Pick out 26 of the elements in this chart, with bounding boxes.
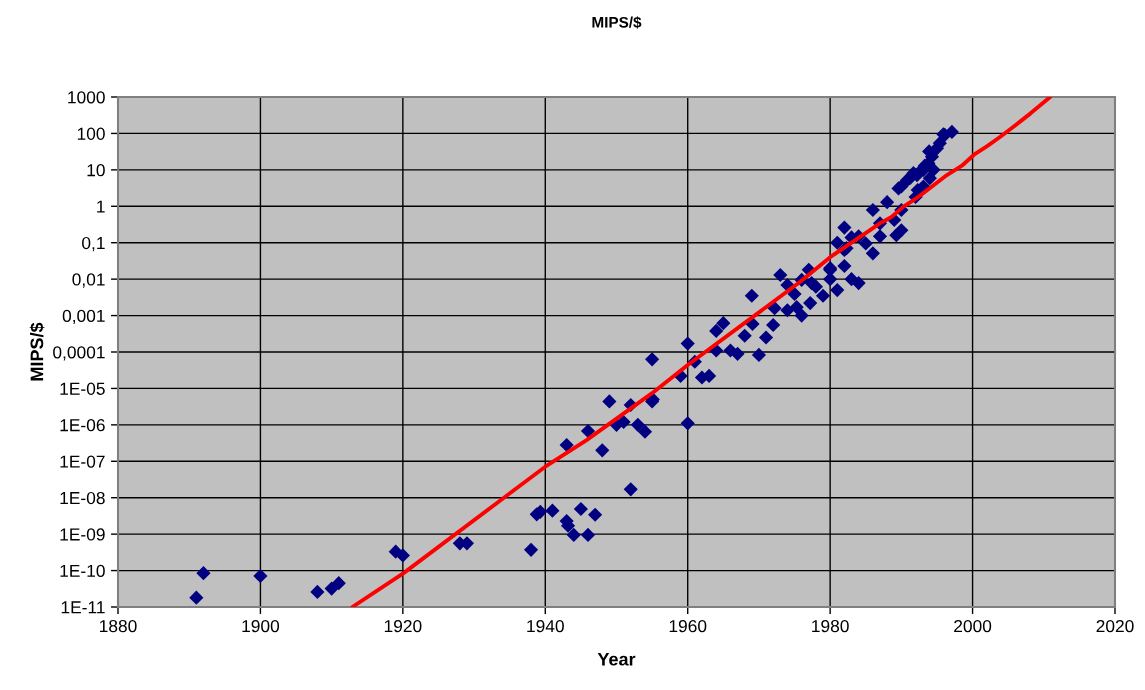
y-tick-label: 1E-07: [60, 455, 105, 468]
y-tick-label: 1E-10: [60, 564, 105, 578]
chart-title: MIPS/$: [592, 16, 642, 29]
x-tick-label: 1940: [527, 619, 564, 633]
y-tick-label: 1E-11: [61, 601, 105, 614]
y-tick-label: 1E-09: [60, 528, 105, 541]
x-tick-label: 1960: [669, 619, 707, 633]
y-tick-label: 0,0001: [53, 346, 105, 361]
x-tick-label: 1900: [242, 619, 280, 633]
y-axis-title: MIPS/$: [29, 322, 45, 381]
x-tick-label: 2020: [1096, 619, 1134, 633]
x-tick-label: 1980: [812, 619, 849, 633]
y-tick-label: 1E-06: [60, 419, 105, 432]
y-tick-label: 100: [77, 127, 105, 140]
x-tick-label: 2000: [954, 619, 992, 633]
y-tick-label: 10: [87, 164, 105, 177]
y-tick-label: 1E-05: [60, 382, 105, 395]
y-tick-label: 1000: [68, 91, 105, 104]
x-axis-title: Year: [597, 653, 636, 666]
x-tick-label: 1880: [100, 619, 137, 633]
y-tick-label: 1: [97, 200, 105, 213]
y-tick-label: 0,001: [62, 309, 105, 325]
y-tick-label: 0,1: [82, 236, 105, 252]
x-tick-label: 1920: [384, 619, 422, 633]
y-tick-label: 0,01: [72, 273, 105, 288]
y-tick-label: 1E-08: [60, 491, 105, 505]
